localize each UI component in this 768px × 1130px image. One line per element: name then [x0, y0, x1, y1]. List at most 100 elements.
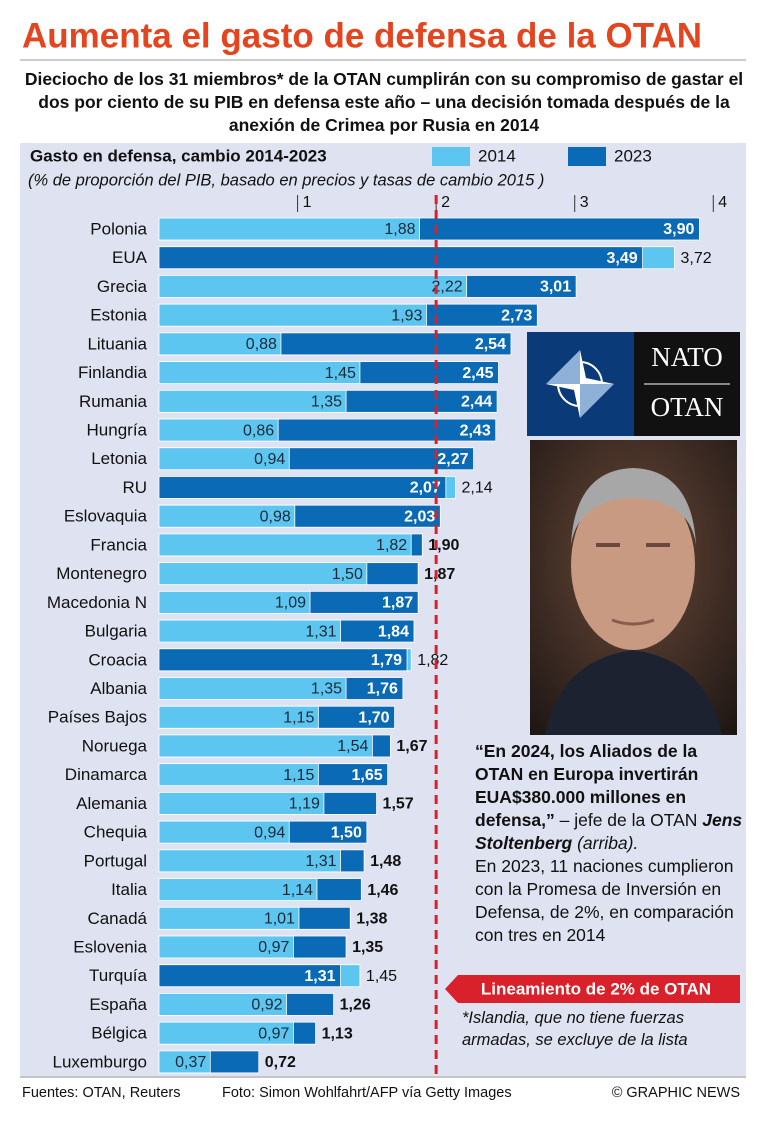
bar-2014 — [158, 792, 325, 815]
quote-after: (arriba). — [572, 833, 639, 853]
bar-2014 — [158, 533, 412, 557]
category-label: Finlandia — [78, 363, 148, 382]
value-label-2023: 1,13 — [322, 1025, 353, 1042]
value-label-2023: 2,03 — [404, 508, 435, 525]
category-label: EUA — [112, 248, 148, 267]
legend-label: 2023 — [614, 146, 652, 165]
value-label-2023: 1,70 — [358, 709, 389, 726]
bar-2014 — [158, 935, 294, 959]
value-label-2014: 0,98 — [260, 508, 291, 525]
legend-label: 2014 — [478, 146, 516, 165]
category-label: Croacia — [88, 650, 147, 669]
bar-2014 — [158, 763, 319, 787]
reference-box: Lineamiento de 2% de OTAN — [445, 975, 740, 1003]
quote-bold: “En 2024, los Aliados de la OTAN en Euro… — [475, 741, 699, 830]
category-label: España — [89, 995, 147, 1014]
bar-2014 — [158, 562, 368, 586]
value-label-2014: 1,45 — [325, 365, 356, 382]
value-label-2014: 0,88 — [246, 336, 277, 353]
category-label: Lituania — [87, 334, 147, 353]
value-label-2014: 1,09 — [275, 595, 306, 612]
subtitle: Dieciocho de los 31 miembros* de la OTAN… — [24, 69, 744, 135]
value-label-2014: 0,92 — [251, 997, 282, 1014]
quote: “En 2024, los Aliados de la OTAN en Euro… — [475, 740, 743, 947]
value-label-2023: 2,73 — [501, 307, 532, 324]
bar-2014 — [158, 389, 347, 413]
value-label-2014: 1,01 — [264, 910, 295, 927]
category-label: Eslovenia — [73, 937, 147, 956]
value-label-2014: 1,45 — [366, 968, 397, 985]
category-label: Luxemburgo — [52, 1052, 147, 1071]
value-label-2014: 1,31 — [305, 853, 336, 870]
value-label-2014: 1,82 — [417, 652, 448, 669]
bar-2014 — [158, 418, 279, 442]
value-label-2023: 1,76 — [367, 681, 398, 698]
value-label-2014: 0,97 — [258, 1025, 289, 1042]
x-tick-label: 3 — [580, 194, 589, 211]
value-label-2023: 1,84 — [378, 623, 409, 640]
bar-2014 — [158, 590, 311, 614]
value-label-2014: 0,94 — [254, 824, 285, 841]
bar-2014 — [158, 993, 287, 1016]
category-label: Chequia — [84, 823, 148, 842]
value-label-2023: 3,49 — [606, 250, 637, 267]
value-label-2014: 1,82 — [376, 537, 407, 554]
bar-2014 — [158, 619, 341, 643]
category-label: Letonia — [91, 449, 147, 468]
value-label-2014: 1,88 — [384, 221, 415, 238]
category-label: Eslovaquia — [64, 507, 148, 526]
bar-2023 — [158, 964, 341, 988]
bar-2014 — [158, 504, 296, 528]
category-label: Rumania — [79, 392, 148, 411]
category-label: Noruega — [82, 736, 148, 755]
bar-2014 — [158, 677, 347, 700]
value-label-2014: 1,54 — [337, 738, 368, 755]
value-label-2023: 1,50 — [331, 824, 362, 841]
value-label-2014: 1,15 — [283, 709, 314, 726]
value-label-2014: 1,35 — [311, 394, 342, 411]
value-label-2014: 1,19 — [289, 796, 320, 813]
value-label-2023: 1,31 — [304, 968, 335, 985]
bar-2014 — [158, 275, 468, 298]
bar-2014 — [158, 1021, 294, 1045]
copyright: © GRAPHIC NEWS — [612, 1085, 740, 1101]
category-label: Polonia — [90, 219, 147, 238]
category-label: Estonia — [90, 306, 147, 325]
value-label-2023: 1,67 — [396, 738, 427, 755]
value-label-2014: 1,35 — [311, 681, 342, 698]
bar-2014 — [158, 1050, 211, 1074]
category-label: Turquía — [89, 966, 148, 985]
category-label: Dinamarca — [65, 765, 148, 784]
axis-title: Gasto en defensa, cambio 2014-2023 — [30, 146, 327, 165]
category-label: Alemania — [76, 794, 147, 813]
bar-2014 — [158, 878, 318, 901]
value-label-2023: 1,46 — [367, 882, 398, 899]
x-tick-label: 2 — [441, 194, 450, 211]
category-label: Canadá — [87, 909, 147, 928]
quote-text: En 2023, 11 naciones cumplieron con la P… — [475, 856, 734, 945]
value-label-2023: 2,45 — [462, 365, 493, 382]
value-label-2023: 1,48 — [370, 853, 401, 870]
value-label-2023: 2,54 — [475, 336, 506, 353]
logo-top: NATO — [651, 342, 723, 372]
value-label-2023: 0,72 — [265, 1054, 296, 1071]
chart-title: Aumenta el gasto de defensa de la OTAN — [22, 16, 702, 55]
photo — [530, 440, 737, 735]
value-label-2014: 1,15 — [283, 767, 314, 784]
value-label-2023: 1,57 — [383, 796, 414, 813]
x-tick-label: 1 — [303, 194, 312, 211]
value-label-2014: 2,22 — [431, 279, 462, 296]
value-label-2014: 1,93 — [391, 307, 422, 324]
bar-2014 — [158, 906, 300, 930]
category-label: Portugal — [84, 851, 147, 870]
bar-2014 — [158, 734, 373, 758]
value-label-2023: 1,38 — [356, 910, 387, 927]
bar-2014 — [158, 447, 290, 471]
value-label-2014: 3,72 — [680, 250, 711, 267]
bar-2014 — [158, 820, 290, 844]
sources: Fuentes: OTAN, Reuters — [22, 1085, 180, 1101]
value-label-2023: 1,65 — [352, 767, 383, 784]
value-label-2023: 1,87 — [382, 595, 413, 612]
value-label-2023: 1,90 — [428, 537, 459, 554]
value-label-2014: 2,14 — [462, 480, 493, 497]
